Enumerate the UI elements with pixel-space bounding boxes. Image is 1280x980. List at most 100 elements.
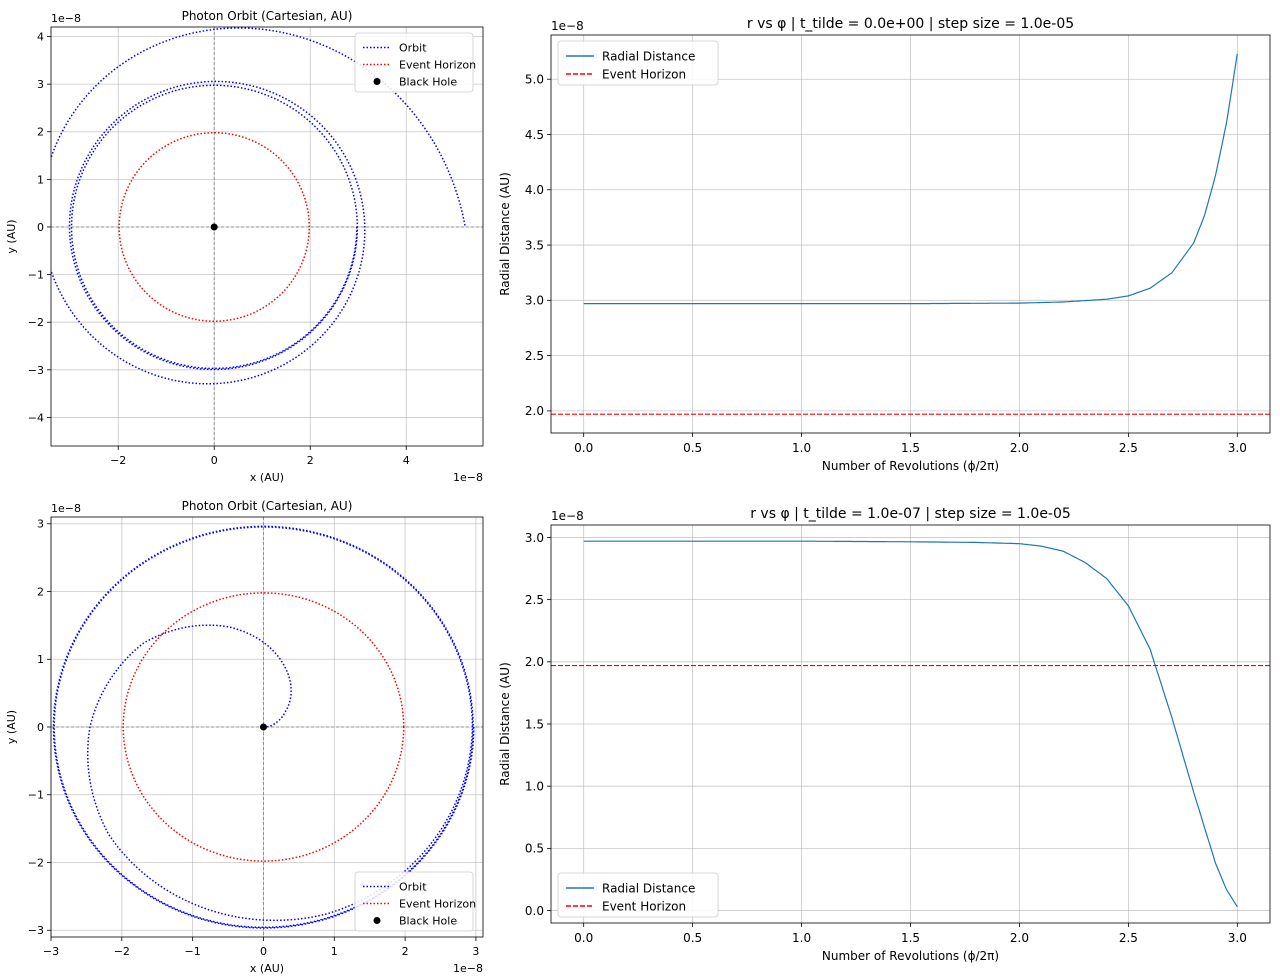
chart-2-ytick-label-6: 3 xyxy=(37,518,44,531)
chart-1-xtick-label-2: 1.0 xyxy=(792,441,811,455)
chart-1-y-offset-label: 1e−8 xyxy=(551,19,584,33)
chart-0-frame xyxy=(50,26,484,447)
chart-2-ytick-label-1: −2 xyxy=(28,856,44,869)
chart-1-ytick-label-3: 3.5 xyxy=(525,238,544,252)
chart-3-xtick-label-3: 1.5 xyxy=(901,931,920,945)
chart-2-x-offset-label: 1e−8 xyxy=(453,962,483,975)
chart-2-xtick-label-5: 2 xyxy=(402,945,409,958)
chart-1-ytick-label-5: 4.5 xyxy=(525,128,544,142)
chart-3-xtick-label-5: 2.5 xyxy=(1119,931,1138,945)
chart-3-legend: Radial Distance Event Horizon xyxy=(557,872,719,918)
chart-0-xtick-label-3: 4 xyxy=(403,454,410,467)
chart-0-ytick-label-2: −2 xyxy=(28,316,44,329)
chart-1-ytick-label-1: 2.5 xyxy=(525,349,544,363)
chart-3-xtick-label-0: 0.0 xyxy=(574,931,593,945)
chart-2-y-offset-label: 1e−8 xyxy=(51,502,81,515)
chart-1-ylabel: Radial Distance (AU) xyxy=(498,172,512,296)
chart-0-legend-marker-2 xyxy=(373,78,381,85)
chart-1-xlabel: Number of Revolutions (ϕ/2π) xyxy=(822,459,999,473)
chart-2-xtick-label-2: −1 xyxy=(185,945,201,958)
chart-2-legend: Orbit Event Horizon Black Hole xyxy=(354,871,476,932)
chart-0-legend-label-0: Orbit xyxy=(399,41,427,54)
chart-2-event-horizon xyxy=(122,592,405,862)
chart-1-legend-label-1: Event Horizon xyxy=(602,67,686,81)
chart-3-legend-label-0: Radial Distance xyxy=(602,881,695,895)
chart-0-xtick-label-1: 0 xyxy=(211,454,218,467)
chart-1-legend: Radial Distance Event Horizon xyxy=(557,40,719,86)
chart-0-y-offset-label: 1e−8 xyxy=(51,12,81,25)
chart-0-xtick-label-2: 2 xyxy=(307,454,314,467)
chart-0-xlabel: x (AU) xyxy=(250,471,284,484)
chart-3-xtick-label-4: 2.0 xyxy=(1010,931,1029,945)
chart-0-ylabel: y (AU) xyxy=(5,219,18,253)
chart-0-black-hole xyxy=(210,223,218,231)
chart-2-title: Photon Orbit (Cartesian, AU) xyxy=(182,499,353,513)
chart-0-x-offset-label: 1e−8 xyxy=(453,471,483,484)
chart-2-ylabel: y (AU) xyxy=(5,710,18,744)
chart-1-ytick-label-6: 5.0 xyxy=(525,73,544,87)
chart-2-xlabel: x (AU) xyxy=(250,962,284,975)
chart-1-xtick-label-1: 0.5 xyxy=(683,441,702,455)
chart-3-ytick-label-0: 0.0 xyxy=(525,904,544,918)
chart-0-xtick-label-0: −2 xyxy=(110,454,126,467)
chart-2-legend-marker-2 xyxy=(373,917,381,924)
chart-1: 0.0 0.5 1.0 1.5 2.0 2.5 3.0 2.0 2.5 3.0 3.5 4.0 4.5 5… xyxy=(498,16,1271,473)
chart-3-plot-area xyxy=(551,540,1270,908)
chart-1-legend-box xyxy=(557,40,719,86)
chart-0-legend: Orbit Event Horizon Black Hole xyxy=(354,32,476,93)
chart-1-ytick-label-0: 2.0 xyxy=(525,404,544,418)
chart-0-ytick-label-7: 3 xyxy=(37,78,44,91)
chart-0-event-horizon xyxy=(118,131,310,323)
chart-2-plot-area xyxy=(51,517,483,937)
chart-2-ytick-label-4: 1 xyxy=(37,653,44,666)
chart-2-ytick-label-0: −3 xyxy=(28,924,44,937)
chart-3-xtick-label-6: 3.0 xyxy=(1228,931,1247,945)
chart-0-ytick-label-4: 0 xyxy=(37,221,44,234)
chart-0-legend-label-2: Black Hole xyxy=(399,75,457,88)
chart-1-xtick-label-5: 2.5 xyxy=(1119,441,1138,455)
chart-1-xtick-label-3: 1.5 xyxy=(901,441,920,455)
chart-2-xtick-label-1: −2 xyxy=(114,945,130,958)
chart-0-ytick-label-1: −3 xyxy=(28,364,44,377)
chart-3-xtick-label-1: 0.5 xyxy=(683,931,702,945)
chart-0: −2 0 2 4 −4 −3 −2 −1 0 1 2 3 4 Photon Orbit (Cartesia… xyxy=(5,9,484,484)
chart-1-xtick-label-0: 0.0 xyxy=(574,441,593,455)
chart-0-ytick-label-5: 1 xyxy=(37,173,44,186)
chart-0-ytick-label-0: −4 xyxy=(28,411,44,424)
chart-3-y-offset-label: 1e−8 xyxy=(551,509,584,523)
chart-0-ytick-label-3: −1 xyxy=(28,269,44,282)
chart-3-ytick-label-3: 1.5 xyxy=(525,717,544,731)
chart-1-plot-area xyxy=(551,53,1270,415)
chart-3-ytick-label-1: 0.5 xyxy=(525,842,544,856)
chart-3-xtick-label-2: 1.0 xyxy=(792,931,811,945)
chart-2-xtick-label-4: 1 xyxy=(331,945,338,958)
chart-2-xtick-label-3: 0 xyxy=(260,945,267,958)
chart-2-frame xyxy=(50,516,484,938)
chart-3-ytick-label-5: 2.5 xyxy=(525,593,544,607)
chart-3-frame xyxy=(550,524,1271,924)
chart-3-xlabel: Number of Revolutions (ϕ/2π) xyxy=(822,949,999,963)
chart-1-xtick-label-6: 3.0 xyxy=(1228,441,1247,455)
chart-1-xtick-label-4: 2.0 xyxy=(1010,441,1029,455)
chart-3-series-radial-distance xyxy=(583,540,1238,908)
chart-1-title: r vs φ | t_tilde = 0.0e+00 | step size =… xyxy=(747,16,1074,32)
chart-1-frame xyxy=(550,34,1271,434)
chart-0-title: Photon Orbit (Cartesian, AU) xyxy=(182,9,353,23)
chart-0-ytick-label-8: 4 xyxy=(37,30,44,43)
chart-3-ylabel: Radial Distance (AU) xyxy=(498,662,512,786)
chart-2-orbit xyxy=(52,525,475,929)
chart-1-legend-label-0: Radial Distance xyxy=(602,49,695,63)
chart-3-title: r vs φ | t_tilde = 1.0e-07 | step size =… xyxy=(750,506,1071,522)
chart-2-legend-label-2: Black Hole xyxy=(399,914,457,927)
chart-2-ytick-label-2: −1 xyxy=(28,789,44,802)
chart-2-legend-label-1: Event Horizon xyxy=(399,897,476,910)
chart-2: −3 −2 −1 0 1 2 3 −3 −2 −1 0 1 2 3 Photon Orbit (Cartes… xyxy=(5,499,484,975)
chart-3-legend-label-1: Event Horizon xyxy=(602,899,686,913)
chart-2-black-hole xyxy=(259,723,267,731)
chart-3-ytick-label-2: 1.0 xyxy=(525,780,544,794)
chart-3-ytick-label-6: 3.0 xyxy=(525,531,544,545)
chart-3-legend-box xyxy=(557,872,719,918)
chart-2-ytick-label-5: 2 xyxy=(37,585,44,598)
chart-3-ytick-label-4: 2.0 xyxy=(525,655,544,669)
